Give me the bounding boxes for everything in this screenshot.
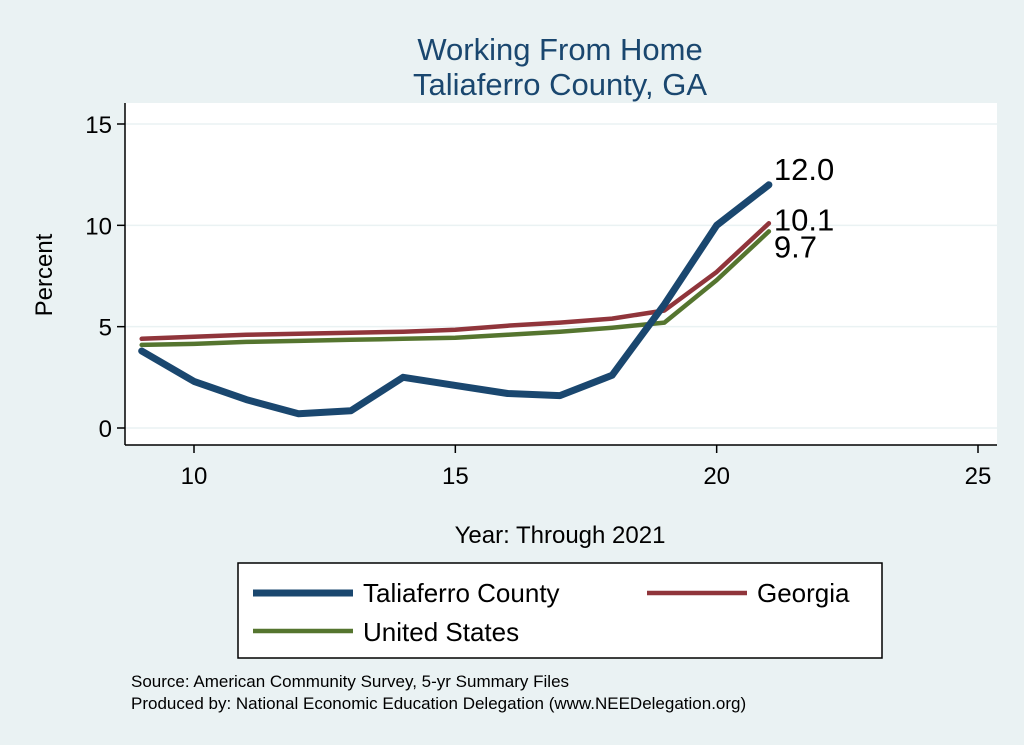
legend-box (237, 562, 883, 659)
source-note: Source: American Community Survey, 5-yr … (131, 672, 569, 691)
producer-note: Produced by: National Economic Education… (131, 694, 746, 713)
x-tick-label-1: 15 (442, 463, 469, 490)
chart-title: Working From Home (417, 32, 702, 67)
gridlines (125, 123, 997, 429)
x-tick-label-0: 10 (181, 463, 208, 490)
y-axis-title: Percent (31, 233, 58, 316)
legend-label-united-states: United States (363, 617, 519, 647)
end-labels: 12.0 10.19.7 (774, 152, 834, 265)
x-tick-label-2: 20 (703, 463, 730, 490)
x-tick-label-3: 25 (965, 463, 992, 490)
x-axis-title: Year: Through 2021 (455, 522, 666, 549)
y-tick-label-1: 5 (99, 315, 112, 342)
series-line-georgia (139, 221, 772, 342)
y-tick-label-2: 10 (85, 213, 112, 240)
legend-label-taliaferro-county: Taliaferro County (363, 578, 560, 608)
chart-subtitle: Taliaferro County, GA (413, 67, 707, 102)
axes: 0 5 10 15 10 15 20 25 (85, 103, 997, 490)
y-tick-label-3: 15 (85, 112, 112, 139)
legend: Taliaferro County Georgia United States (253, 578, 850, 647)
series-line-taliaferro-county (138, 181, 773, 418)
series-line-united-states (139, 229, 772, 348)
y-tick-label-0: 0 (99, 416, 112, 443)
end-label-united-states: 9.7 (774, 229, 817, 264)
end-label-georgia: 10.1 (774, 202, 834, 237)
plot-area (125, 103, 997, 445)
series-lines (138, 181, 773, 418)
end-label-taliaferro-county: 12.0 (774, 152, 834, 187)
legend-label-georgia: Georgia (757, 578, 850, 608)
